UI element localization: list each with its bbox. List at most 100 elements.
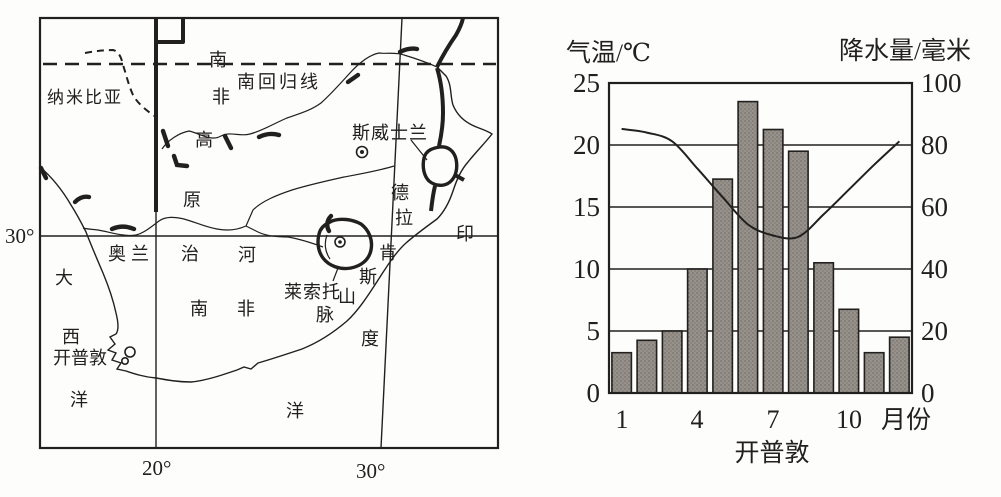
- label-longitude-30: 30°: [356, 459, 385, 483]
- svg-text:奥: 奥: [108, 244, 126, 264]
- svg-text:原: 原: [183, 190, 201, 210]
- label-cape-town: 开普敦: [53, 348, 107, 368]
- svg-text:5: 5: [587, 316, 601, 346]
- border-below-swaziland-thick: [429, 185, 437, 212]
- precip-bar-month-5: [712, 178, 734, 394]
- label-namibia: 纳米比亚: [47, 88, 123, 107]
- label-south-africa: 南 非: [190, 299, 255, 319]
- x-axis-title: 月份: [881, 406, 931, 434]
- svg-text:100: 100: [921, 68, 962, 98]
- svg-text:10: 10: [573, 254, 600, 284]
- chart-title: 开普敦: [734, 439, 809, 467]
- svg-text:山: 山: [338, 287, 356, 307]
- svg-text:80: 80: [921, 130, 948, 160]
- svg-text:河: 河: [238, 245, 256, 265]
- svg-text:西: 西: [62, 327, 80, 347]
- svg-text:洋: 洋: [70, 390, 88, 410]
- precip-bar-month-10: [838, 308, 860, 394]
- precip-bar-month-11: [863, 351, 885, 394]
- border-northeast-thick: [435, 17, 465, 68]
- label-swaziland: 斯威士兰: [352, 123, 428, 143]
- precip-bar-month-1: [611, 351, 633, 394]
- label-latitude-30: 30°: [5, 224, 34, 248]
- left-axis-ticks: 25 20 15 10 5 0: [573, 68, 600, 408]
- city-marker-pretoria: [355, 145, 369, 159]
- svg-text:洋: 洋: [286, 401, 304, 421]
- svg-text:非: 非: [237, 299, 255, 319]
- city-marker-cape-town: [121, 346, 136, 365]
- lesotho-inner-line: [324, 234, 331, 260]
- map-south-africa: 纳米比亚 南回归线 南 非 高 原 斯威士兰 德 拉 肯 斯 山 脉 印 度 洋…: [5, 16, 500, 483]
- svg-text:印: 印: [456, 224, 474, 244]
- svg-text:脉: 脉: [316, 305, 334, 325]
- precip-bar-month-4: [686, 268, 708, 394]
- escarpment-marks: [38, 46, 420, 234]
- precip-bar-month-7: [762, 128, 784, 394]
- label-tropic-of-capricorn: 南回归线: [237, 72, 321, 92]
- svg-text:4: 4: [691, 405, 704, 434]
- border-to-swaziland-thick: [435, 67, 445, 147]
- precip-bar-month-6: [737, 100, 759, 394]
- temp-curve: [621, 127, 901, 240]
- svg-text:40: 40: [921, 254, 948, 284]
- vaal-river: [245, 165, 395, 227]
- svg-text:15: 15: [573, 192, 600, 222]
- right-axis-title: 降水量/毫米: [839, 37, 971, 65]
- svg-text:20: 20: [573, 130, 600, 160]
- climograph-cape-town: 气温/℃ 降水量/毫米 25 20 15 10 5 0 100 80 60: [566, 37, 971, 467]
- border-notch-thick: [157, 18, 185, 44]
- svg-text:度: 度: [361, 329, 379, 349]
- city-marker-maseru: [334, 236, 346, 248]
- longitude-30e-line: [380, 17, 403, 449]
- plot-frame: [607, 81, 914, 395]
- left-axis-title: 气温/℃: [566, 39, 651, 67]
- svg-text:大: 大: [55, 268, 73, 288]
- coastline: [39, 66, 493, 383]
- label-longitude-20: 20°: [142, 456, 171, 480]
- precip-bar-month-9: [813, 261, 835, 394]
- precip-bar-month-8: [787, 150, 809, 394]
- swaziland-border: [421, 145, 459, 187]
- svg-text:10: 10: [836, 405, 862, 434]
- svg-text:治: 治: [181, 244, 199, 264]
- lesotho-pointer-line: [332, 267, 339, 282]
- label-atlantic-ocean: 大 西 洋: [55, 268, 88, 410]
- x-axis-ticks: 1 4 7 10: [616, 405, 863, 434]
- namibia-border-dashed: [84, 48, 157, 118]
- svg-text:肯: 肯: [379, 243, 397, 263]
- precip-bar-month-12: [888, 336, 910, 394]
- label-drakensberg: 德 拉 肯 斯 山 脉: [316, 183, 413, 325]
- svg-text:0: 0: [587, 378, 601, 408]
- limpopo-river: [161, 52, 438, 150]
- svg-text:1: 1: [616, 405, 629, 434]
- svg-text:20: 20: [921, 316, 948, 346]
- precip-bars: [611, 100, 910, 394]
- precip-bar-month-2: [636, 339, 658, 394]
- label-indian-ocean: 印 度 洋: [286, 224, 474, 421]
- map-frame: [38, 16, 500, 450]
- svg-text:25: 25: [573, 68, 600, 98]
- svg-text:兰: 兰: [131, 244, 149, 264]
- right-axis-ticks: 100 80 60 40 20 0: [921, 68, 962, 408]
- svg-text:0: 0: [921, 378, 935, 408]
- gridlines: [609, 144, 912, 332]
- precip-bar-month-3: [661, 330, 683, 394]
- svg-text:非: 非: [212, 87, 230, 107]
- orange-river-upper: [245, 225, 324, 248]
- svg-text:南: 南: [209, 50, 227, 70]
- svg-text:拉: 拉: [395, 208, 413, 228]
- orange-river-main: [82, 216, 247, 237]
- lesotho-border: [316, 217, 374, 271]
- svg-text:60: 60: [921, 192, 948, 222]
- label-orange-river: 奥 兰 治 河: [108, 244, 256, 265]
- svg-text:南: 南: [190, 299, 208, 319]
- svg-text:德: 德: [391, 183, 409, 203]
- svg-text:高: 高: [195, 130, 213, 150]
- svg-text:7: 7: [767, 405, 780, 434]
- svg-text:斯: 斯: [359, 267, 377, 287]
- label-lesotho: 莱索托: [284, 282, 341, 302]
- label-south-africa-plateau: 南 非 高 原: [183, 50, 230, 210]
- swaziland-pointer-line: [410, 139, 428, 161]
